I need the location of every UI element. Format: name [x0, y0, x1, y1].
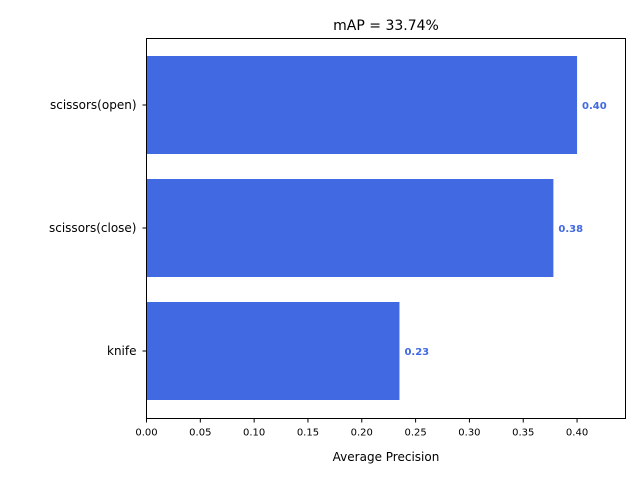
value-labels: 0.40 0.38 0.23	[404, 101, 606, 358]
x-tick-label: 0.35	[512, 428, 534, 439]
category-labels: scissors(open) scissors(close) knife	[49, 98, 147, 358]
x-tick-label: 0.05	[189, 428, 211, 439]
bar	[146, 302, 400, 400]
x-tick-label: 0.40	[566, 428, 588, 439]
bar	[146, 56, 578, 154]
x-tick-label: 0.00	[135, 428, 157, 439]
category-label: knife	[107, 344, 137, 358]
x-axis-ticks: 0.00 0.05 0.10 0.15 0.20 0.25 0.30 0.35 0.40	[135, 418, 588, 439]
value-label: 0.38	[558, 224, 583, 235]
bar	[146, 179, 554, 277]
x-tick-label: 0.30	[458, 428, 480, 439]
x-axis-title: Average Precision	[333, 450, 440, 464]
value-label: 0.40	[582, 101, 607, 112]
category-label: scissors(close)	[49, 221, 137, 235]
bars-layer	[146, 56, 578, 400]
x-tick-label: 0.10	[243, 428, 265, 439]
x-tick-label: 0.20	[351, 428, 373, 439]
plot-frame	[146, 38, 626, 419]
x-tick-label: 0.15	[297, 428, 319, 439]
category-label: scissors(open)	[50, 98, 137, 112]
x-tick-label: 0.25	[404, 428, 426, 439]
value-label: 0.23	[404, 347, 429, 358]
chart-title: mAP = 33.74%	[333, 18, 439, 34]
